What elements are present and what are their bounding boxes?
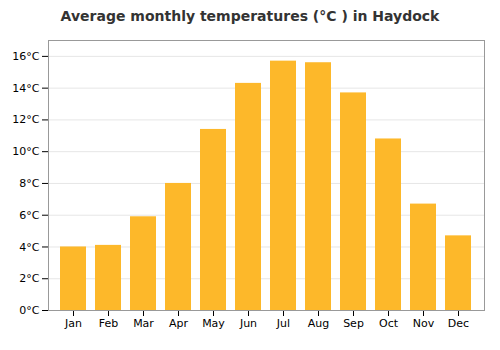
svg-text:2°C: 2°C [19, 272, 39, 285]
svg-text:Jul: Jul [276, 317, 290, 330]
svg-text:Nov: Nov [413, 317, 435, 330]
svg-text:8°C: 8°C [19, 177, 39, 190]
svg-text:Feb: Feb [99, 317, 118, 330]
svg-text:10°C: 10°C [12, 145, 39, 158]
svg-text:Aug: Aug [308, 317, 329, 330]
svg-text:Apr: Apr [169, 317, 189, 330]
svg-text:Dec: Dec [448, 317, 469, 330]
svg-text:May: May [202, 317, 225, 330]
svg-text:Sep: Sep [343, 317, 364, 330]
svg-text:Mar: Mar [133, 317, 154, 330]
svg-text:0°C: 0°C [19, 304, 39, 317]
svg-text:14°C: 14°C [12, 82, 39, 95]
svg-text:Jan: Jan [64, 317, 82, 330]
html-text:Average monthly temperatures (: Average monthly temperatures (°C ) in Ha… [60, 8, 440, 24]
svg-text:Jun: Jun [239, 317, 257, 330]
svg-text:Oct: Oct [379, 317, 399, 330]
svg-text:4°C: 4°C [19, 240, 39, 253]
svg-text:16°C: 16°C [12, 50, 39, 63]
svg-text:6°C: 6°C [19, 209, 39, 222]
svg-text:12°C: 12°C [12, 113, 39, 126]
